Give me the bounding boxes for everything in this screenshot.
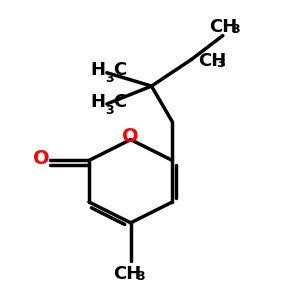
Text: O: O: [122, 127, 139, 146]
Text: CH: CH: [198, 52, 226, 70]
Text: C: C: [113, 93, 127, 111]
Text: 3: 3: [136, 270, 145, 283]
Text: 3: 3: [105, 72, 114, 86]
Text: 3: 3: [231, 22, 240, 35]
Text: 3: 3: [216, 57, 225, 70]
Text: 3: 3: [105, 103, 114, 117]
Text: C: C: [113, 61, 127, 79]
Text: O: O: [33, 149, 49, 168]
Text: H: H: [90, 93, 105, 111]
Text: CH: CH: [209, 18, 237, 36]
Text: H: H: [90, 61, 105, 79]
Text: CH: CH: [113, 265, 141, 283]
